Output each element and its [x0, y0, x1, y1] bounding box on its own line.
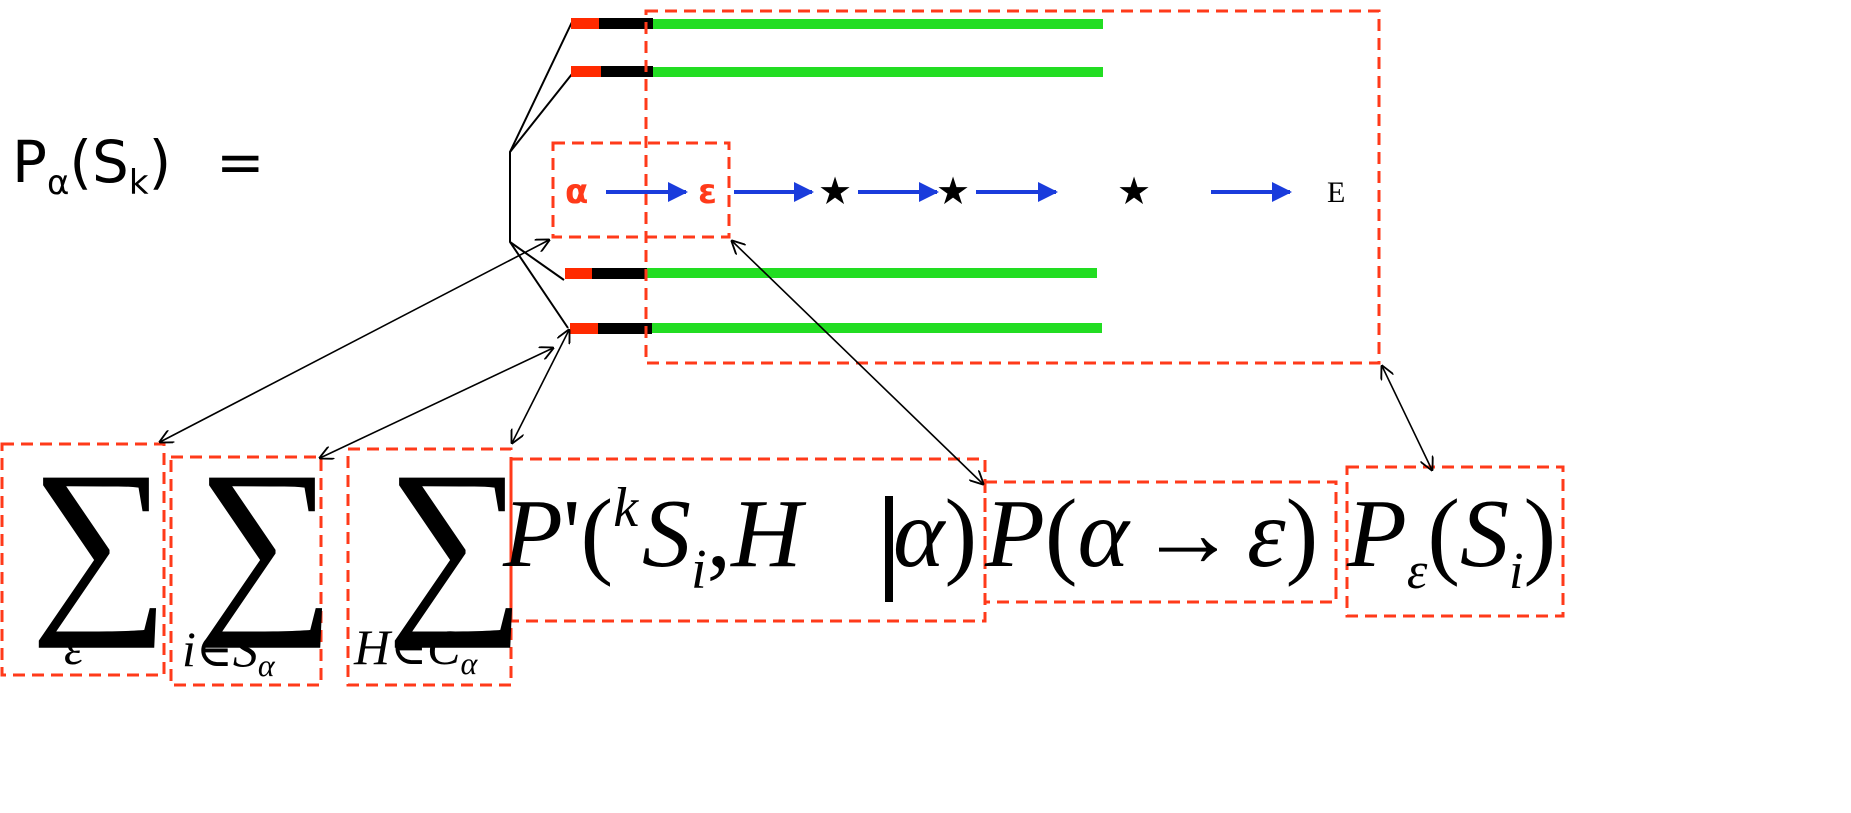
branch-third: [509, 241, 565, 281]
term-recursive: Pε(Si): [1346, 480, 1556, 600]
sum-i-index: i∈Sα: [182, 621, 276, 683]
chain-epsilon: ε: [698, 172, 717, 212]
term-emission-bar: [885, 496, 893, 602]
lhs-close-paren: ): [149, 128, 172, 196]
lhs-equals: =: [216, 128, 265, 196]
sequence-bar-4: [570, 323, 1102, 334]
lhs-s: S: [92, 128, 129, 196]
term-recursive-box: [1345, 465, 1565, 618]
connector-sum-h-to-bar4: [512, 330, 569, 443]
formula: ∑ ε ∑ i∈Sα ∑ H∈Cα P'(kSi,H α) P(α → ε) Pε(…: [30, 432, 1556, 683]
sum-epsilon-symbol: ∑: [30, 432, 170, 649]
connector-sum-epsilon-to-alpha-box: [160, 240, 549, 442]
lhs-p: P: [12, 128, 47, 196]
term-emission: P'(kSi,H: [502, 477, 807, 601]
connector-arrows: [160, 240, 1432, 484]
alpha-epsilon-box: [551, 141, 731, 239]
sum-h-index: H∈Cα: [353, 619, 478, 681]
branch-top: [509, 21, 573, 329]
transition-chain: α ε ★ ★ ★ E: [565, 169, 1345, 213]
sum-h-symbol: ∑: [386, 432, 526, 649]
chain-star-1: ★: [818, 169, 852, 213]
term-transition: P(α → ε): [984, 480, 1318, 588]
lhs-p-subscript: α: [47, 163, 69, 203]
lhs-open-paren: (: [69, 128, 92, 196]
tree-branches: [509, 21, 573, 329]
term-transition-box: [983, 480, 1338, 604]
dashed-boxes-top: [551, 9, 1381, 365]
connector-transition-to-epsilon-box: [732, 241, 983, 484]
branch-second: [509, 73, 573, 153]
svg-text:Pα(Sk): Pα(Sk): [12, 128, 171, 203]
chain-end: E: [1327, 176, 1345, 209]
term-emission-tail: α): [893, 480, 977, 588]
sum-epsilon-box: [0, 442, 166, 677]
sum-i-symbol: ∑: [196, 432, 336, 649]
chain-star-2: ★: [936, 169, 970, 213]
chain-star-3: ★: [1117, 169, 1151, 213]
lhs-expression: Pα(Sk) =: [12, 128, 265, 203]
sum-epsilon-index: ε: [64, 619, 84, 675]
chain-alpha: α: [565, 172, 588, 212]
sequence-bar-2: [571, 66, 1103, 77]
lhs-s-subscript: k: [129, 163, 149, 203]
connector-recursive-to-suffix-box: [1382, 366, 1432, 470]
big-suffix-box: [644, 9, 1381, 365]
sequence-bar-1: [571, 18, 1103, 29]
